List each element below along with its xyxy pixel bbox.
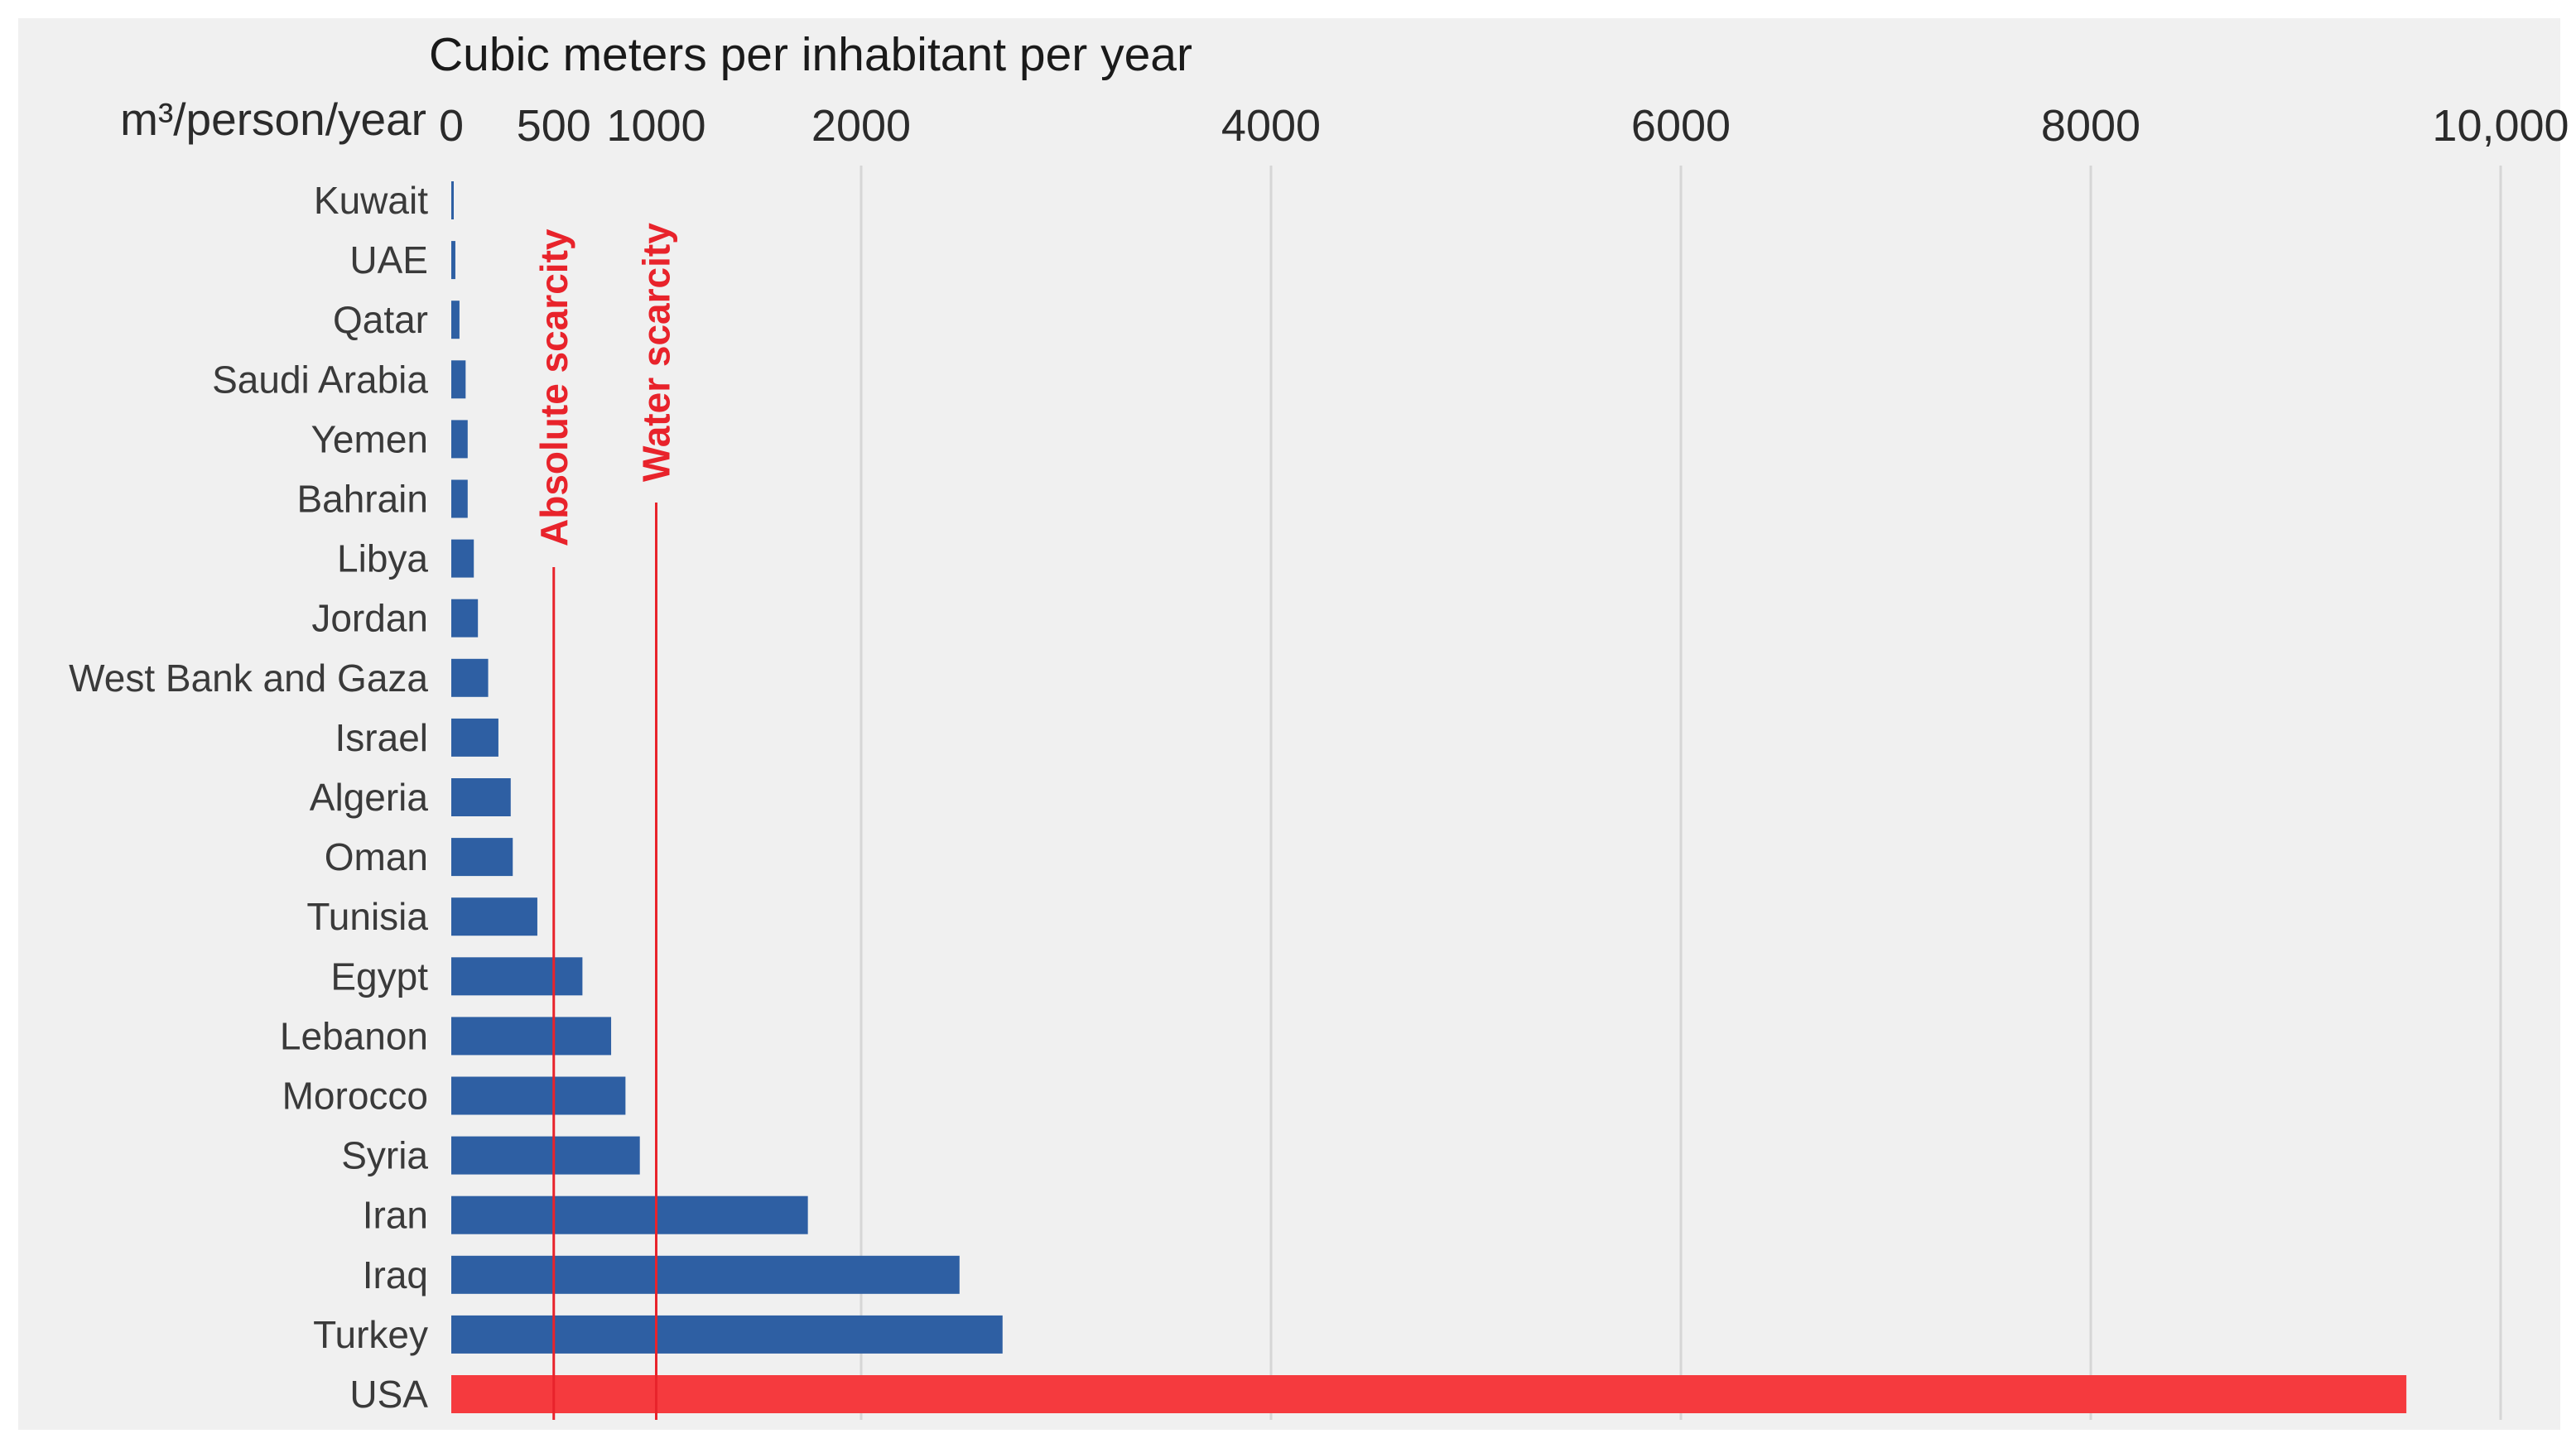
bar [451, 1076, 626, 1115]
category-label: Lebanon [280, 1014, 428, 1057]
bar [451, 718, 498, 757]
bar [451, 360, 466, 399]
category-label: Israel [335, 716, 428, 759]
bar [451, 1315, 1003, 1354]
bar [451, 1017, 612, 1056]
category-label: Libya [337, 537, 428, 580]
category-label: Yemen [311, 417, 428, 460]
x-tick-label: 10,000 [2432, 101, 2569, 151]
x-tick-label: 6000 [1631, 101, 1731, 151]
bar [451, 838, 513, 877]
bars [451, 181, 2407, 1413]
category-label: Saudi Arabia [212, 358, 428, 401]
bar [451, 241, 455, 280]
bar [451, 1195, 808, 1234]
bar [451, 778, 511, 816]
reference-line-label: Water scarcity [635, 223, 678, 482]
plot-background [18, 18, 2560, 1430]
reference-lines: Absolute scarcity Water scarcity [532, 223, 678, 1420]
bar [451, 658, 489, 697]
category-labels: Kuwait UAE Qatar Saudi Arabia Yemen Bahrain Li… [69, 179, 428, 1416]
category-label: Turkey [313, 1313, 428, 1356]
gridlines [859, 166, 2502, 1420]
category-label: USA [349, 1373, 428, 1416]
category-label: Bahrain [296, 478, 428, 521]
category-label: Algeria [310, 776, 429, 819]
category-label: Kuwait [314, 179, 428, 222]
bar [451, 420, 468, 459]
category-label: Morocco [282, 1075, 428, 1118]
bar [451, 897, 537, 936]
bar [451, 1375, 2407, 1413]
category-label: West Bank and Gaza [69, 657, 428, 700]
category-label: Qatar [333, 298, 428, 341]
chart-title: Cubic meters per inhabitant per year [429, 28, 1192, 81]
category-label: Iran [363, 1194, 428, 1237]
x-tick-label: 1000 [606, 101, 705, 151]
category-label: Syria [341, 1134, 428, 1177]
category-label: Egypt [330, 955, 428, 998]
unit-label: m³/person/year [120, 94, 426, 145]
reference-line-label: Absolute scarcity [532, 229, 575, 546]
bar [451, 1255, 960, 1294]
category-label: UAE [349, 238, 428, 281]
bar [451, 181, 454, 219]
bar [451, 479, 468, 518]
axis-tick-labels: 0 500 1000 2000 4000 6000 8000 10,000 [439, 101, 2569, 151]
bar [451, 957, 583, 996]
x-tick-label: 8000 [2041, 101, 2140, 151]
category-label: Iraq [363, 1253, 428, 1296]
bar [451, 1136, 640, 1175]
category-label: Jordan [311, 597, 428, 640]
category-label: Oman [325, 835, 428, 878]
x-tick-label: 4000 [1221, 101, 1321, 151]
x-tick-label: 2000 [811, 101, 911, 151]
bar [451, 599, 479, 637]
category-label: Tunisia [306, 895, 428, 938]
bar [451, 539, 474, 578]
bar [451, 301, 460, 339]
x-tick-label: 500 [517, 101, 591, 151]
x-tick-label: 0 [439, 101, 464, 151]
